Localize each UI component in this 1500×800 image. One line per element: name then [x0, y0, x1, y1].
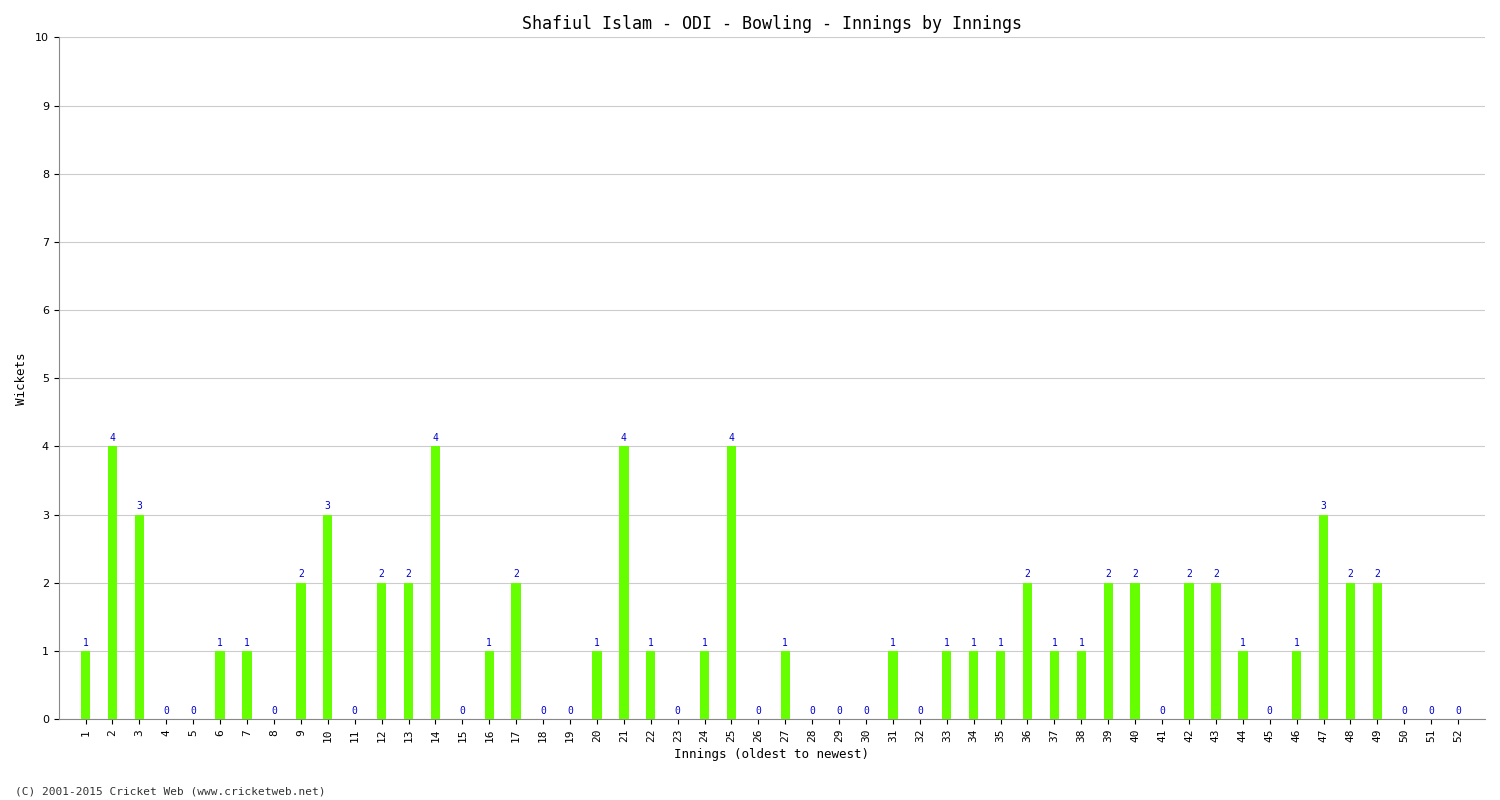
Text: 0: 0 [164, 706, 170, 716]
Bar [108, 446, 117, 719]
Text: 4: 4 [621, 433, 627, 443]
Bar [646, 651, 656, 719]
Bar [1185, 583, 1194, 719]
Bar [592, 651, 602, 719]
Bar [1210, 583, 1221, 719]
Text: 2: 2 [405, 570, 411, 579]
Bar [1346, 583, 1354, 719]
Text: 0: 0 [916, 706, 922, 716]
Text: 1: 1 [486, 638, 492, 648]
Text: 1: 1 [244, 638, 250, 648]
Bar [512, 583, 520, 719]
Bar [942, 651, 951, 719]
Text: 1: 1 [783, 638, 788, 648]
Bar [296, 583, 306, 719]
Text: 4: 4 [729, 433, 735, 443]
Bar [376, 583, 387, 719]
Text: (C) 2001-2015 Cricket Web (www.cricketweb.net): (C) 2001-2015 Cricket Web (www.cricketwe… [15, 786, 326, 796]
Text: 1: 1 [1240, 638, 1245, 648]
Text: 3: 3 [326, 502, 330, 511]
Text: 0: 0 [272, 706, 278, 716]
Bar [969, 651, 978, 719]
Text: 0: 0 [459, 706, 465, 716]
Bar [484, 651, 494, 719]
Bar [996, 651, 1005, 719]
Text: 0: 0 [540, 706, 546, 716]
Bar [700, 651, 709, 719]
Text: 1: 1 [970, 638, 976, 648]
Y-axis label: Wickets: Wickets [15, 352, 28, 405]
Text: 2: 2 [1132, 570, 1138, 579]
Text: 0: 0 [810, 706, 814, 716]
Text: 2: 2 [1347, 570, 1353, 579]
Text: 2: 2 [513, 570, 519, 579]
Bar [243, 651, 252, 719]
Bar [1318, 514, 1328, 719]
Bar [430, 446, 439, 719]
Text: 0: 0 [756, 706, 762, 716]
Bar [1372, 583, 1382, 719]
Bar [1131, 583, 1140, 719]
Text: 0: 0 [1401, 706, 1407, 716]
Text: 1: 1 [1078, 638, 1084, 648]
Bar [620, 446, 628, 719]
X-axis label: Innings (oldest to newest): Innings (oldest to newest) [675, 748, 870, 761]
Text: 0: 0 [190, 706, 196, 716]
Title: Shafiul Islam - ODI - Bowling - Innings by Innings: Shafiul Islam - ODI - Bowling - Innings … [522, 15, 1022, 33]
Text: 0: 0 [1160, 706, 1166, 716]
Text: 1: 1 [890, 638, 896, 648]
Text: 1: 1 [648, 638, 654, 648]
Bar [81, 651, 90, 719]
Bar [322, 514, 333, 719]
Bar [216, 651, 225, 719]
Text: 3: 3 [136, 502, 142, 511]
Bar [728, 446, 736, 719]
Bar [1023, 583, 1032, 719]
Text: 2: 2 [1186, 570, 1192, 579]
Text: 0: 0 [352, 706, 357, 716]
Text: 1: 1 [998, 638, 1004, 648]
Bar [135, 514, 144, 719]
Bar [1104, 583, 1113, 719]
Text: 3: 3 [1320, 502, 1326, 511]
Text: 2: 2 [1214, 570, 1219, 579]
Text: 0: 0 [836, 706, 842, 716]
Text: 2: 2 [378, 570, 384, 579]
Text: 1: 1 [217, 638, 223, 648]
Text: 0: 0 [862, 706, 868, 716]
Text: 1: 1 [594, 638, 600, 648]
Text: 4: 4 [432, 433, 438, 443]
Text: 0: 0 [1268, 706, 1272, 716]
Text: 2: 2 [1106, 570, 1112, 579]
Bar [780, 651, 790, 719]
Bar [1077, 651, 1086, 719]
Text: 0: 0 [675, 706, 681, 716]
Text: 1: 1 [944, 638, 950, 648]
Text: 0: 0 [567, 706, 573, 716]
Text: 1: 1 [1293, 638, 1299, 648]
Text: 0: 0 [1428, 706, 1434, 716]
Text: 2: 2 [298, 570, 304, 579]
Bar [1292, 651, 1302, 719]
Text: 0: 0 [1455, 706, 1461, 716]
Bar [1238, 651, 1248, 719]
Text: 1: 1 [702, 638, 708, 648]
Text: 1: 1 [82, 638, 88, 648]
Bar [888, 651, 897, 719]
Bar [1050, 651, 1059, 719]
Text: 2: 2 [1374, 570, 1380, 579]
Text: 2: 2 [1024, 570, 1030, 579]
Bar [404, 583, 412, 719]
Text: 1: 1 [1052, 638, 1058, 648]
Text: 4: 4 [110, 433, 116, 443]
